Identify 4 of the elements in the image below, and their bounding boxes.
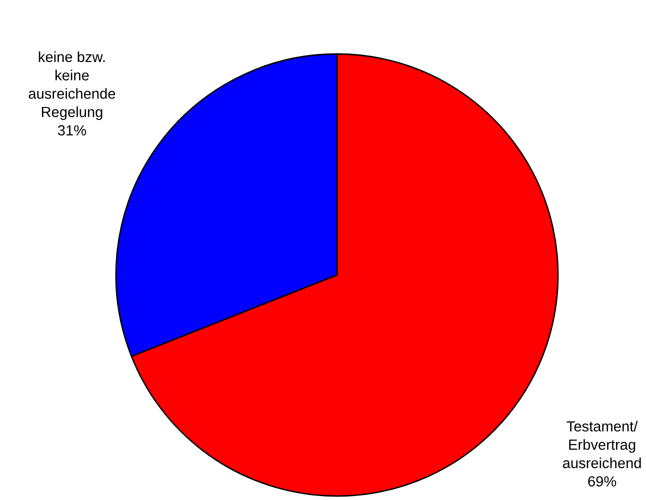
slice-label: Testament/ Erbvertrag ausreichend: [562, 420, 641, 468]
data-label: 69%: [588, 476, 616, 487]
data-label: 31%: [58, 125, 86, 136]
slice-label: keine bzw. keine ausreichende Regelung: [28, 51, 116, 120]
